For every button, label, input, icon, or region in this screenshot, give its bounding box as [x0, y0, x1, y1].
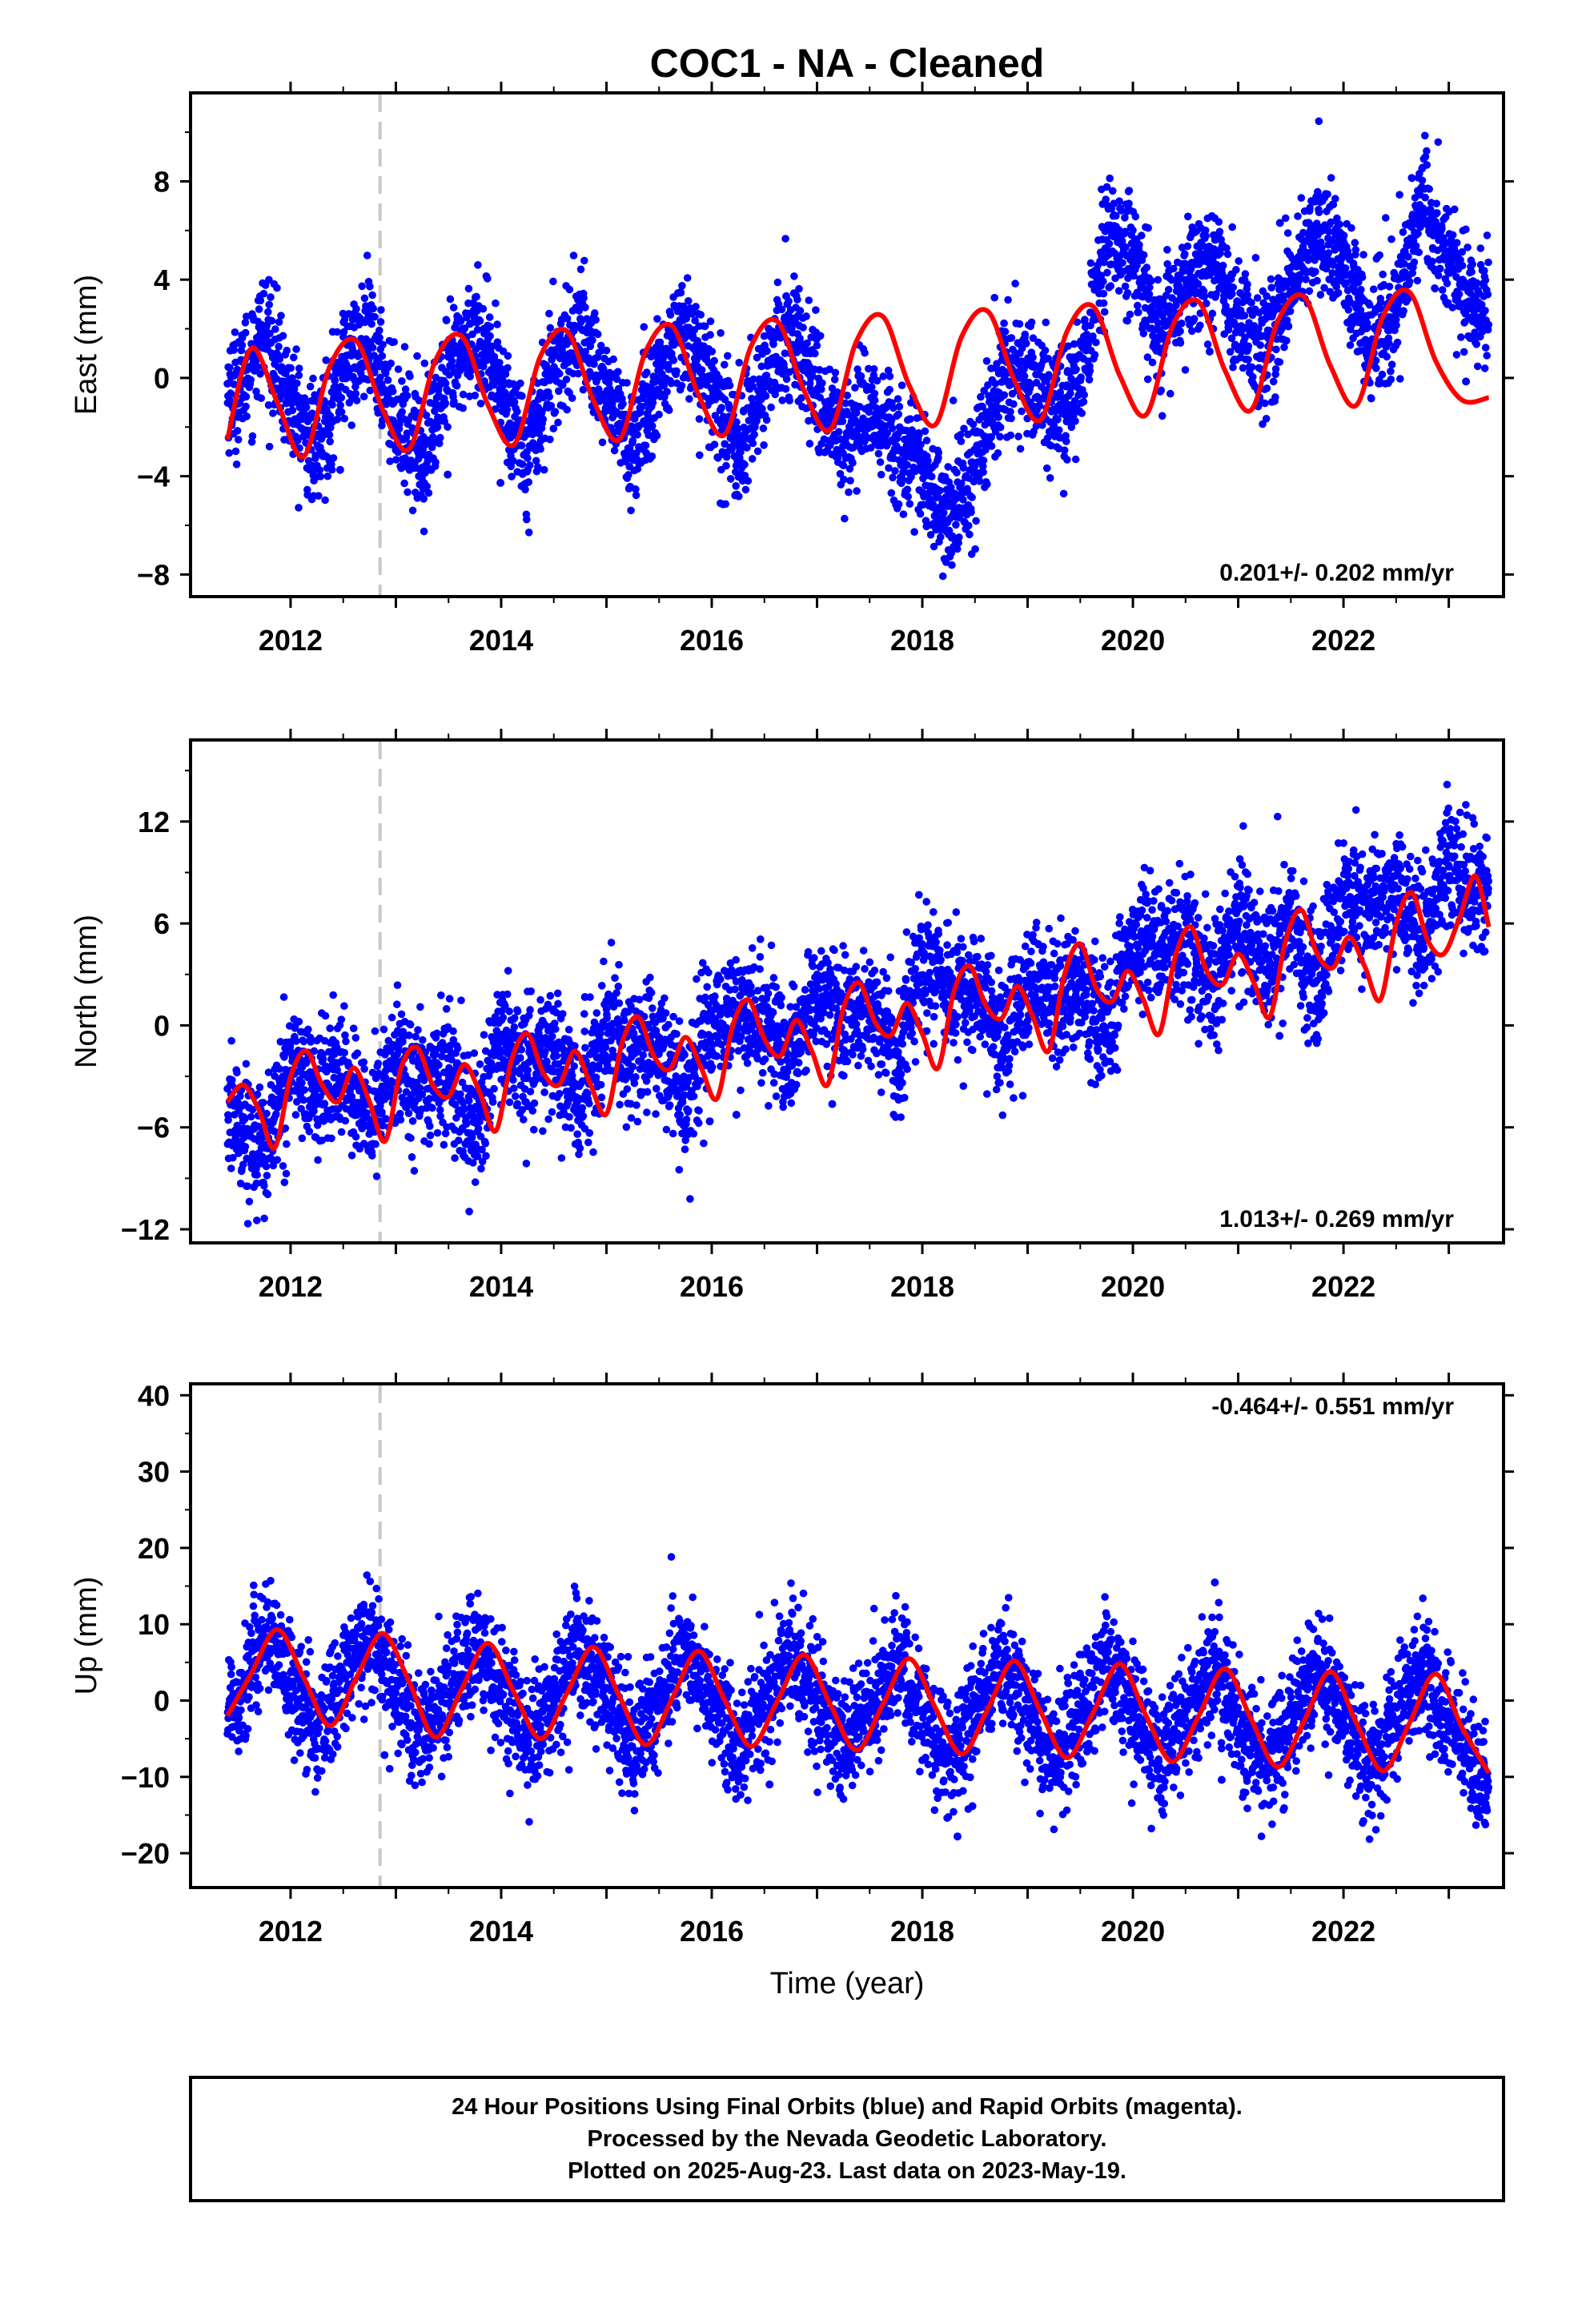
- y-tick-label: −12: [121, 1213, 170, 1246]
- x-tick-label: 2014: [469, 1915, 533, 1948]
- data-point-cloud: [223, 780, 1493, 1228]
- y-axis-label: Up (mm): [70, 1577, 103, 1695]
- x-tick-label: 2020: [1101, 1915, 1165, 1948]
- x-tick-label: 2014: [469, 1270, 533, 1303]
- data-points: [223, 117, 1493, 581]
- data-point: [1275, 219, 1284, 227]
- x-tick-label: 2020: [1101, 1270, 1165, 1303]
- data-point: [765, 1780, 774, 1789]
- data-point-cloud: [223, 117, 1493, 581]
- panel-east: −8 −4 0 4 8 2012 2014 2016 2018 2020 2022 East (mm)…: [70, 82, 1514, 657]
- data-point: [1205, 348, 1214, 356]
- y-tick-label: 0: [154, 362, 170, 395]
- rate-label: 1.013+/- 0.269 mm/yr: [1219, 1206, 1454, 1232]
- y-tick-label: 0: [154, 1009, 170, 1042]
- x-tick-label: 2018: [890, 1915, 954, 1948]
- figure-title: COC1 - NA - Cleaned: [650, 41, 1045, 86]
- footer-line-1: 24 Hour Positions Using Final Orbits (bl…: [452, 2094, 1243, 2120]
- y-axis-label: East (mm): [70, 275, 103, 415]
- footer-line-2: Processed by the Nevada Geodetic Laborat…: [588, 2126, 1107, 2152]
- x-tick-label: 2016: [680, 1915, 744, 1948]
- y-tick-label: −20: [121, 1837, 170, 1870]
- x-tick-label: 2012: [259, 1270, 323, 1303]
- y-tick-label: 40: [138, 1379, 170, 1412]
- data-point-cloud: [223, 1553, 1493, 1844]
- rate-label: 0.201+/- 0.202 mm/yr: [1219, 560, 1454, 586]
- x-tick-label: 2016: [680, 1270, 744, 1303]
- data-point: [732, 1111, 741, 1119]
- data-point: [444, 470, 452, 479]
- data-point: [335, 465, 344, 474]
- data-point: [705, 1117, 714, 1126]
- y-tick-label: −6: [137, 1112, 170, 1144]
- y-tick-label: 0: [154, 1685, 170, 1718]
- fit-line: [225, 287, 1490, 460]
- data-point: [1235, 1002, 1243, 1011]
- rate-label: -0.464+/- 0.551 mm/yr: [1211, 1393, 1454, 1420]
- y-tick-label: 8: [154, 165, 170, 198]
- plot-frame: [189, 1382, 1505, 1889]
- y-tick-label: 30: [138, 1456, 170, 1489]
- plot-frame: [189, 738, 1505, 1244]
- fit-line: [225, 873, 1492, 1151]
- data-point: [1462, 377, 1471, 386]
- x-tick-label: 2022: [1311, 1270, 1375, 1303]
- y-tick-label: 4: [154, 263, 170, 296]
- fit-line: [225, 1626, 1492, 1775]
- data-point: [496, 479, 505, 487]
- y-tick-label: −8: [137, 558, 170, 591]
- y-tick-label: 6: [154, 907, 170, 940]
- data-point: [580, 993, 589, 1001]
- x-tick-label: 2022: [1311, 1915, 1375, 1948]
- y-tick-label: −4: [137, 460, 170, 493]
- data-point: [828, 1100, 837, 1108]
- y-axis-label: North (mm): [70, 915, 103, 1068]
- y-tick-label: 10: [138, 1608, 170, 1641]
- data-point: [954, 1832, 962, 1841]
- data-point: [968, 1802, 977, 1811]
- panel-north: −12 −6 0 6 12 2012 2014 2016 2018 2020 2022 North (…: [70, 729, 1514, 1303]
- footer-line-3: Plotted on 2025-Aug-23. Last data on 202…: [568, 2158, 1126, 2184]
- plot-frame: [189, 91, 1505, 598]
- x-axis-label: Time (year): [770, 1967, 925, 2000]
- x-tick-label: 2018: [890, 1270, 954, 1303]
- footer-box: [189, 2076, 1505, 2202]
- x-tick-label: 2016: [680, 624, 744, 657]
- data-point: [1217, 1775, 1226, 1784]
- data-point: [1211, 1578, 1219, 1586]
- data-points: [223, 1553, 1493, 1844]
- y-tick-label: −10: [121, 1761, 170, 1794]
- x-tick-label: 2012: [259, 1915, 323, 1948]
- data-point: [380, 1751, 389, 1759]
- data-point: [1275, 1031, 1284, 1040]
- x-tick-label: 2020: [1101, 624, 1165, 657]
- data-points: [223, 780, 1493, 1228]
- x-tick-label: 2022: [1311, 624, 1375, 657]
- x-tick-label: 2018: [890, 624, 954, 657]
- panel-up: −20 −10 0 10 20 30 40 2012 2014 2016 2018 2020 2022 U…: [70, 1373, 1514, 1948]
- x-tick-label: 2014: [469, 624, 533, 657]
- x-tick-label: 2012: [259, 624, 323, 657]
- y-tick-label: 20: [138, 1532, 170, 1565]
- y-tick-label: 12: [138, 806, 170, 838]
